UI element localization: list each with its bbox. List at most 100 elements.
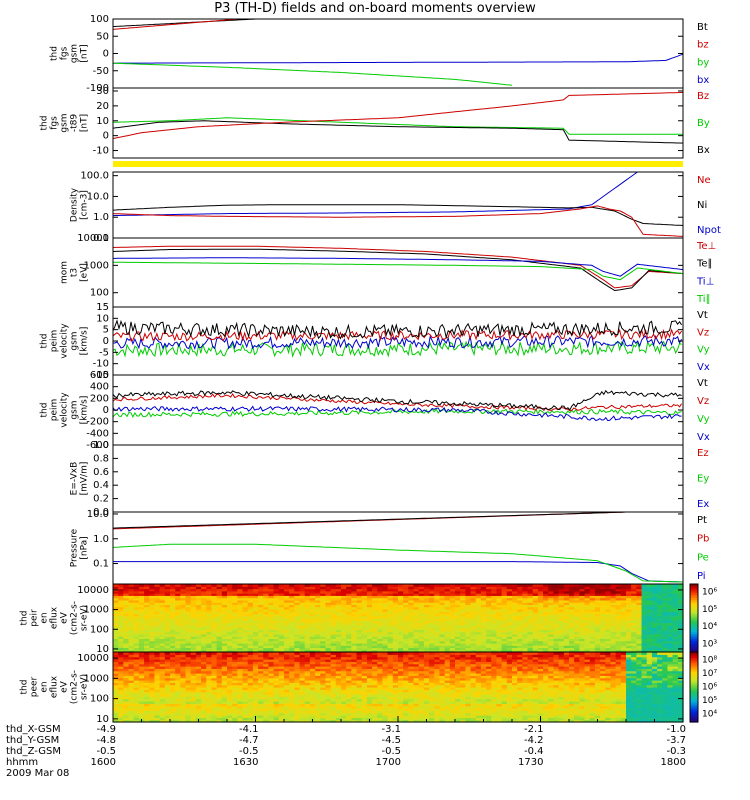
spectrogram-cell <box>154 633 161 637</box>
spectrogram-cell <box>133 694 140 697</box>
spectrogram-cell <box>175 705 181 709</box>
spectrogram-cell <box>227 696 233 700</box>
colorbar-cell <box>690 650 698 653</box>
spectrogram-cell <box>522 586 529 590</box>
spectrogram-cell <box>138 604 145 608</box>
spectrogram-cell <box>138 613 145 617</box>
spectrogram-cell <box>273 656 280 660</box>
spectrogram-cell <box>216 691 223 695</box>
spectrogram-cell <box>377 649 384 653</box>
spectrogram-cell <box>170 620 176 624</box>
spectrogram-cell <box>423 599 430 603</box>
spectrogram-cell <box>268 649 275 653</box>
spectrogram-cell <box>247 586 254 590</box>
spectrogram-cell <box>517 622 523 626</box>
spectrogram-cell <box>558 636 565 639</box>
spectrogram-cell <box>118 613 124 617</box>
spectrogram-cell <box>216 633 223 637</box>
spectrogram-cell <box>258 705 264 709</box>
spectrogram-cell <box>138 638 145 642</box>
spectrogram-cell <box>252 595 259 599</box>
spectrogram-cell <box>289 593 295 596</box>
spectrogram-cell <box>123 708 130 711</box>
spectrogram-cell <box>636 593 643 596</box>
spectrogram-cell <box>201 708 207 711</box>
spectrogram-cell <box>605 642 612 646</box>
spectrogram-cell <box>258 627 264 630</box>
spectrogram-cell <box>289 602 295 605</box>
spectrogram-cell <box>154 715 161 718</box>
spectrogram-cell <box>113 584 119 587</box>
spectrogram-cell <box>361 593 368 596</box>
spectrogram-cell <box>449 649 456 653</box>
spectrogram-cell <box>138 652 145 655</box>
spectrogram-cell <box>615 604 622 608</box>
spectrogram-cell <box>672 584 679 587</box>
spectrogram-cell <box>263 649 270 653</box>
spectrogram-cell <box>304 642 311 646</box>
spectrogram-cell <box>216 620 223 624</box>
spectrogram-cell <box>273 698 280 702</box>
spectrogram-cell <box>361 590 368 594</box>
spectrogram-cell <box>309 694 316 697</box>
spectrogram-cell <box>263 673 270 676</box>
spectrogram-cell <box>263 719 270 723</box>
spectrogram-cell <box>170 691 176 695</box>
spectrogram-cell <box>149 615 156 619</box>
spectrogram-cell <box>527 606 534 610</box>
spectrogram-cell <box>330 597 337 601</box>
spectrogram-cell <box>164 604 171 608</box>
spectrogram-cell <box>221 622 228 626</box>
spectrogram-cell <box>123 590 130 594</box>
spectrogram-cell <box>522 636 529 639</box>
spectrogram-cell <box>439 586 446 590</box>
spectrogram-cell <box>315 696 321 700</box>
spectrogram-cell <box>237 663 244 667</box>
spectrogram-cell <box>164 620 171 624</box>
spectrogram-cell <box>289 708 295 711</box>
spectrogram-cell <box>677 586 684 590</box>
spectrogram-cell <box>232 618 238 621</box>
spectrogram-cell <box>423 622 430 626</box>
spectrogram-cell <box>620 624 627 628</box>
spectrogram-cell <box>237 627 244 630</box>
spectrogram-cell <box>232 719 238 723</box>
spectrogram-cell <box>252 682 259 686</box>
spectrogram-cell <box>449 597 456 601</box>
spectrogram-cell <box>144 710 150 714</box>
spectrogram-cell <box>304 649 311 653</box>
spectrogram-cell <box>641 649 648 653</box>
spectrogram-cell <box>449 595 456 599</box>
spectrogram-cell <box>216 645 223 649</box>
spectrogram-cell <box>299 590 306 594</box>
spectrogram-cell <box>382 593 389 596</box>
spectrogram-cell <box>180 703 187 707</box>
spectrogram-cell <box>294 608 301 612</box>
spectrogram-cell <box>449 629 456 633</box>
spectrogram-cell <box>475 618 482 621</box>
spectrogram-cell <box>185 701 192 704</box>
spectrogram-cell <box>558 629 565 633</box>
spectrogram-cell <box>258 645 264 649</box>
spectrogram-cell <box>123 670 130 674</box>
spectrogram-cell <box>646 627 653 630</box>
spectrogram-cell <box>512 615 518 619</box>
spectrogram-cell <box>190 636 197 639</box>
spectrogram-cell <box>346 719 352 723</box>
spectrogram-cell <box>377 599 384 603</box>
spectrogram-cell <box>382 615 389 619</box>
spectrogram-cell <box>206 659 213 662</box>
spectrogram-cell <box>133 620 140 624</box>
spectrogram-cell <box>211 680 218 683</box>
spectrogram-cell <box>195 593 202 596</box>
spectrogram-cell <box>439 622 446 626</box>
spectrogram-cell <box>180 715 187 718</box>
spectrogram-cell <box>475 629 482 633</box>
spectrogram-cell <box>133 666 140 669</box>
spectrogram-cell <box>522 613 529 617</box>
spectrogram-cell <box>216 694 223 697</box>
spectrogram-cell <box>532 624 539 628</box>
spectrogram-cell <box>341 680 347 683</box>
spectrogram-cell <box>294 698 301 702</box>
spectrogram-cell <box>258 701 264 704</box>
